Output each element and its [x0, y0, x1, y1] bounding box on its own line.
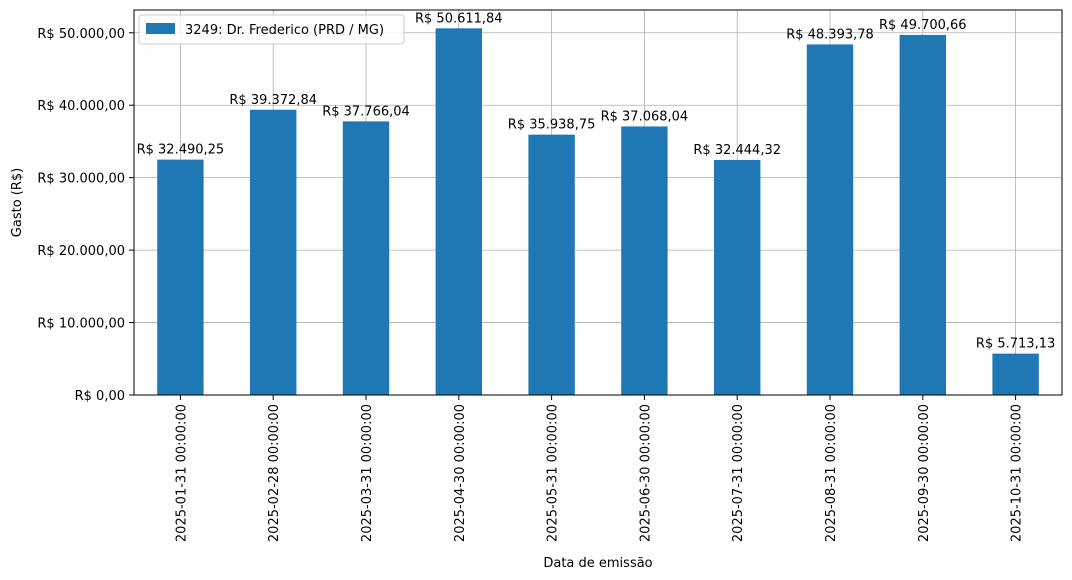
y-axis-label: Gasto (R$) [10, 168, 25, 237]
data-label: R$ 5.713,13 [976, 337, 1055, 352]
bar [621, 126, 668, 395]
y-tick-label: R$ 10.000,00 [37, 317, 125, 332]
x-tick-label: 2025-04-30 00:00:00 [453, 404, 468, 542]
bar [250, 109, 297, 395]
y-axis-ticks: R$ 0,00 R$ 10.000,00 R$ 20.000,00 R$ 30.000… [37, 27, 134, 404]
bar [806, 44, 854, 395]
x-tick-label: 2025-02-28 00:00:00 [267, 404, 282, 542]
x-axis-ticks: 2025-01-31 00:00:00 2025-02-28 00:00:00 20… [174, 395, 1025, 542]
y-tick-label: R$ 50.000,00 [37, 27, 125, 42]
x-axis-label: Data de emissão [543, 556, 652, 571]
x-tick-label: 2025-01-31 00:00:00 [174, 404, 189, 542]
data-label: R$ 48.393,78 [786, 27, 874, 42]
data-label: R$ 32.490,25 [137, 143, 225, 158]
data-label: R$ 35.938,75 [508, 118, 596, 133]
data-label: R$ 32.444,32 [693, 143, 781, 158]
data-label: R$ 37.766,04 [322, 104, 410, 119]
data-label: R$ 37.068,04 [601, 109, 689, 124]
bar [342, 121, 390, 395]
data-label: R$ 50.611,84 [415, 11, 503, 26]
bar [157, 159, 204, 395]
plot-frame [133, 9, 1063, 396]
legend-box [138, 14, 405, 45]
data-label: R$ 39.372,84 [229, 93, 317, 108]
x-tick-label: 2025-03-31 00:00:00 [360, 404, 375, 542]
legend-swatch [146, 23, 175, 34]
legend-label: 3249: Dr. Frederico (PRD / MG) [185, 23, 384, 38]
bar [899, 34, 946, 396]
x-tick-label: 2025-06-30 00:00:00 [638, 404, 653, 542]
x-tick-label: 2025-09-30 00:00:00 [917, 404, 932, 542]
bars [157, 28, 1039, 396]
legend: 3249: Dr. Frederico (PRD / MG) [138, 14, 405, 45]
y-tick-label: R$ 30.000,00 [37, 172, 125, 187]
data-label: R$ 49.700,66 [879, 18, 967, 33]
x-tick-label: 2025-10-31 00:00:00 [1010, 404, 1025, 542]
y-tick-label: R$ 40.000,00 [37, 99, 125, 114]
bar [992, 353, 1039, 395]
bar [435, 28, 482, 396]
bar [714, 159, 761, 395]
x-tick-label: 2025-08-31 00:00:00 [824, 404, 839, 542]
y-tick-label: R$ 0,00 [75, 389, 125, 404]
x-tick-label: 2025-07-31 00:00:00 [731, 404, 746, 542]
bar [528, 134, 575, 395]
data-labels: R$ 32.490,25 R$ 39.372,84 R$ 37.766,04 R$ 5… [137, 11, 1056, 351]
y-tick-label: R$ 20.000,00 [37, 244, 125, 259]
x-tick-label: 2025-05-31 00:00:00 [546, 404, 561, 542]
